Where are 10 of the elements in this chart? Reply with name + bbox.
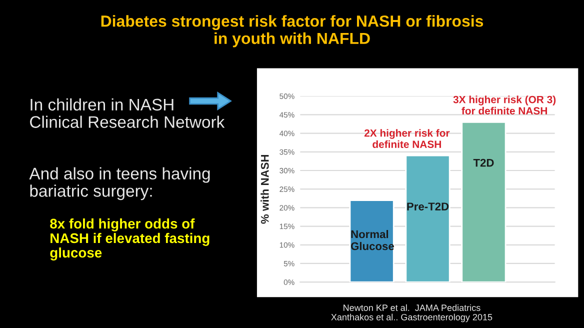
annotation: 2X higher risk for definite NASH [364, 129, 450, 148]
x-tick-label: Pre-T2D [407, 202, 449, 210]
text: In children in NASH Clinical Research Network [30, 98, 225, 128]
text: And also in teens having bariatric surgery: [29, 167, 210, 200]
annotation: 3X higher risk (OR 3) for definite NASH [453, 96, 556, 115]
chart-title: Diabetes strongest risk factor for NASH or fibrosis in youth with NAFLD [101, 15, 484, 48]
x-tick-label: T2D [473, 158, 494, 167]
y-axis-title: % with NASH [260, 154, 269, 224]
text: Newton KP et al. JAMA Pediatrics Xanthakos et al.. Gastroenterology 2015 [331, 304, 492, 322]
text: 8x fold higher odds of NASH if elevated fasting glucose [50, 218, 210, 260]
